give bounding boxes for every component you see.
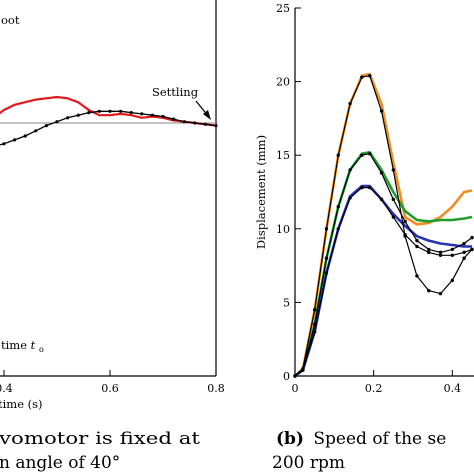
- panel-b-point-4-6: [360, 153, 364, 157]
- panel-b-point-3-5: [348, 101, 352, 106]
- panel-b-point-4-10: [403, 219, 407, 224]
- panel-b-point-5-2: [312, 330, 317, 334]
- panel-b-series-3: [294, 75, 473, 377]
- panel-b-point-4-3: [324, 256, 329, 260]
- panel-b-point-4-14: [450, 247, 455, 252]
- panel-a-point-1-11: [55, 120, 59, 124]
- panel-b-y-tick-label-0: 0: [283, 370, 290, 383]
- panel-a-caption-line1: vomotor is fixed at: [0, 429, 200, 449]
- annotation-t0-symbol: t: [31, 338, 36, 352]
- panel-a-point-1-14: [87, 111, 91, 115]
- panel-a-series-1: [0, 110, 217, 146]
- panel-b-point-4-9: [391, 197, 396, 202]
- annotation-t0: time t o: [1, 338, 44, 354]
- panel-b-point-5-3: [324, 271, 329, 275]
- panel-b-y-tick-label-2: 10: [276, 223, 290, 236]
- panel-b-y-tick-label-4: 20: [276, 76, 290, 89]
- panel-a-point-1-17: [119, 109, 123, 113]
- panel-b-y-tick-label-1: 5: [283, 296, 290, 309]
- panel-b-point-5-12: [427, 250, 431, 255]
- panel-a-point-1-9: [34, 129, 38, 133]
- panel-b-y-tick-label-3: 15: [276, 149, 290, 162]
- panel-b-point-4-13: [438, 250, 443, 255]
- panel-b-point-5-8: [379, 197, 384, 202]
- panel-a-point-1-18: [129, 111, 133, 115]
- settling-arrowhead: [203, 110, 211, 120]
- panel-b-point-3-8: [379, 109, 384, 113]
- panel-a-x-tick-label-1: 0.6: [101, 382, 119, 395]
- panel-b-point-3-3: [324, 227, 329, 231]
- panel-b-point-3-7: [368, 74, 372, 78]
- panel-a-point-1-26: [214, 124, 218, 128]
- panel-a-point-1-21: [161, 114, 165, 119]
- panel-b-point-5-10: [403, 232, 407, 237]
- panel-b-point-3-6: [360, 75, 364, 79]
- panel-b-point-5-15: [462, 250, 466, 255]
- panel-a-point-1-8: [23, 134, 27, 138]
- panel-b-point-3-14: [450, 278, 455, 283]
- panel-a-point-1-20: [150, 113, 154, 117]
- panel-a-point-1-24: [193, 121, 197, 125]
- panel-b-y-tick-label-5: 25: [276, 2, 290, 15]
- panel-b-caption-line1: (b) Speed of the se: [276, 429, 446, 449]
- annotation-settling: Settling: [152, 85, 199, 99]
- panel-a-point-1-22: [172, 117, 176, 121]
- panel-a-x-tick-label-0: 0.4: [0, 382, 13, 395]
- panel-a-point-1-7: [12, 138, 17, 142]
- panel-b-point-5-16: [470, 247, 474, 252]
- panel-b-point-5-1: [301, 368, 305, 372]
- panel-b-point-3-4: [336, 153, 340, 157]
- panel-a-caption-line2: n angle of 40°: [0, 453, 120, 473]
- panel-b-point-3-9: [391, 168, 396, 172]
- panel-a-x-tick-label-2: 0.8: [207, 382, 225, 395]
- panel-a: 0.4 0.6 0.8 oot Settling time t o time (s)…: [0, 0, 225, 473]
- panel-a-point-1-12: [66, 116, 70, 120]
- panel-b-ylabel: Displacement (mm): [254, 135, 268, 249]
- panel-b-point-3-11: [415, 274, 419, 278]
- panel-b-point-3-13: [438, 291, 443, 296]
- panel-b-point-3-12: [427, 288, 431, 293]
- annotation-overshoot: oot: [1, 13, 20, 27]
- panel-b-point-5-9: [391, 215, 396, 219]
- panel-b-point-4-15: [462, 241, 466, 246]
- panel-b-point-4-7: [368, 152, 372, 156]
- panel-b: 0 5 10 15 20 25 0 0.2 0.4 Displacement (mm) (b) …: [254, 2, 474, 473]
- panel-a-xlabel: time (s): [0, 397, 43, 411]
- panel-b-x-tick-label-0: 0: [292, 382, 299, 395]
- panel-b-x-tick-label-1: 0.2: [365, 382, 383, 395]
- panel-b-point-5-7: [368, 185, 372, 190]
- panel-a-point-1-19: [140, 112, 144, 116]
- panel-a-point-1-15: [97, 109, 101, 113]
- panel-b-point-5-13: [438, 253, 443, 257]
- panel-a-point-1-23: [182, 120, 186, 124]
- panel-b-point-4-12: [427, 247, 431, 252]
- annotation-t0-sub: o: [39, 345, 44, 354]
- panel-b-point-5-11: [415, 244, 419, 249]
- panel-a-point-1-16: [108, 109, 112, 113]
- panel-b-point-4-4: [336, 205, 340, 209]
- panel-b-point-3-2: [312, 308, 317, 312]
- panel-b-caption-text: Speed of the se: [313, 429, 446, 449]
- panel-a-point-1-13: [76, 113, 80, 117]
- panel-b-caption-label: (b): [276, 429, 304, 449]
- panel-b-point-4-5: [348, 168, 352, 172]
- panel-b-x-tick-label-2: 0.4: [444, 382, 462, 395]
- panel-b-point-4-8: [379, 171, 384, 175]
- panel-a-point-1-10: [44, 124, 49, 128]
- panel-a-series-0: [0, 95, 217, 127]
- panel-b-point-5-5: [348, 196, 352, 200]
- annotation-t0-text: time: [1, 338, 27, 352]
- panel-b-point-4-16: [470, 235, 474, 240]
- panel-a-point-1-25: [203, 122, 207, 126]
- panel-b-point-5-0: [293, 374, 297, 378]
- panel-b-point-4-11: [415, 238, 419, 243]
- panel-b-point-5-14: [450, 253, 455, 257]
- panel-b-caption-line2: 200 rpm: [272, 453, 345, 473]
- panel-b-point-3-15: [462, 256, 466, 260]
- panel-b-point-5-6: [360, 185, 364, 190]
- panel-a-point-1-6: [2, 142, 6, 146]
- panel-b-point-5-4: [336, 227, 340, 231]
